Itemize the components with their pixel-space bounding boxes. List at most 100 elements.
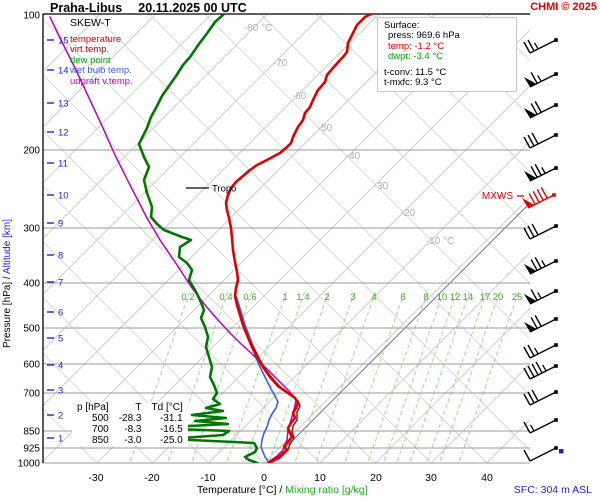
mixing-ratio-line xyxy=(426,291,487,463)
wind-barb-flag xyxy=(524,294,537,304)
altitude-tick-label: 12 xyxy=(58,128,69,139)
wind-barb-head-dot xyxy=(554,38,558,42)
wind-barb-head-dot xyxy=(552,193,556,197)
wind-barb-feather xyxy=(527,365,535,378)
wind-barb xyxy=(523,361,558,380)
pressure-tick-label: 300 xyxy=(23,224,40,235)
dry-adiabat-line xyxy=(43,18,488,463)
mixing-ratio-line xyxy=(458,291,519,463)
mixing-ratio-label: 1 xyxy=(282,292,287,303)
table-row: 700 -8.3 -16.5 xyxy=(72,424,188,435)
wind-barb-feather xyxy=(531,363,539,376)
dry-adiabat-line xyxy=(204,14,530,340)
wind-barb-feather xyxy=(527,344,535,357)
mixing-ratio-label: 6 xyxy=(400,292,405,303)
wind-barb-feather xyxy=(523,449,531,462)
wind-barb-feather xyxy=(523,227,531,240)
copyright-label: CHMI © 2025 xyxy=(530,1,597,13)
wind-barb-staff xyxy=(529,104,557,119)
dry-adiabat-line xyxy=(148,14,530,396)
wind-barb-head-dot xyxy=(554,289,558,293)
altitude-tick-label: 15 xyxy=(58,36,69,47)
wind-barb-flag xyxy=(524,322,537,332)
reference-diagonal-line xyxy=(269,202,530,463)
mixing-ratio-label: 3 xyxy=(350,292,355,303)
mixing-ratio-label: 0.2 xyxy=(181,292,194,303)
wind-barb-feather xyxy=(530,289,538,301)
isotherm-label: -80 °C xyxy=(244,23,272,34)
wind-barb-flag xyxy=(524,264,537,274)
isotherm-line xyxy=(263,196,530,463)
levels-table: p [hPa] T Td [°C] 500 -28.3 -31.1 700 -8.3 -16.… xyxy=(72,402,188,446)
surface-value: temp: -1.2 °C xyxy=(388,40,445,52)
wind-barb-half-feather xyxy=(537,75,542,82)
wind-barb-half-feather xyxy=(541,260,546,267)
y-axis-title: Pressure [hPa] / Altitude [km] xyxy=(2,219,13,348)
wind-barb-staff xyxy=(529,225,557,240)
table-header: T xyxy=(135,402,142,413)
x-axis-mixing-title: Mixing ratio [g/kg] xyxy=(285,484,368,496)
isotherm-line xyxy=(375,307,530,463)
y-axis-pressure-title: Pressure [hPa] xyxy=(2,281,13,348)
wind-barb-half-feather xyxy=(534,42,539,50)
surface-value: dwpt: -3.4 °C xyxy=(388,51,444,63)
altitude-tick-label: 11 xyxy=(58,159,68,170)
dry-adiabat-line xyxy=(43,241,265,463)
wind-barb-feather xyxy=(536,189,544,201)
wind-barb-staff xyxy=(529,391,557,406)
temperature-curve xyxy=(224,14,374,463)
pressure-tick-label: 600 xyxy=(23,360,40,371)
wind-barb-feather xyxy=(527,391,535,404)
table-header: p [hPa] xyxy=(77,402,109,413)
mxws-label: MXWS xyxy=(482,191,513,202)
curves-layer xyxy=(49,14,374,463)
isotherm-line xyxy=(319,251,530,463)
wind-barb xyxy=(523,132,558,149)
wind-barb-feather xyxy=(527,39,535,52)
x-axis-temperature-title: Temperature [°C] xyxy=(197,484,277,496)
legend-item-udpraft-v-temp-: udpraft v.temp. xyxy=(70,75,133,87)
wet-bulb-temperature-curve xyxy=(235,295,279,463)
wind-barb-half-feather xyxy=(529,424,535,432)
wind-barb-feather xyxy=(534,257,542,269)
isotherm-line xyxy=(152,84,530,463)
wind-barb xyxy=(523,389,558,406)
wind-barb-flag xyxy=(522,198,535,208)
wind-barb-staff xyxy=(529,344,557,359)
wind-barb-feather xyxy=(534,164,542,176)
mixing-ratio-label: 20 xyxy=(493,292,504,303)
wind-barb-feather xyxy=(534,315,542,327)
table-cell: 700 xyxy=(92,424,109,435)
wind-barb-flag xyxy=(524,108,537,118)
isotherm-label: -10 °C xyxy=(426,236,454,247)
isotherm-line xyxy=(43,14,435,407)
dry-adiabat-line xyxy=(43,296,209,463)
surface-heading: Surface: xyxy=(384,20,420,31)
wind-barb-feather xyxy=(523,421,531,434)
wind-barb-feather xyxy=(523,346,531,359)
temperature-tick-label: 20 xyxy=(370,472,382,484)
isotherm-line xyxy=(43,14,324,295)
isotherm-line xyxy=(43,14,380,351)
pressure-tick-label: 850 xyxy=(23,427,40,438)
temperature-tick-label: -30 xyxy=(88,472,103,484)
wind-barb-staff xyxy=(529,134,557,149)
table-cell: 500 xyxy=(92,413,109,424)
wind-barb-feather xyxy=(523,41,531,54)
y-axis-altitude-title: Altitude [km] xyxy=(2,219,13,275)
mixing-ratio-line xyxy=(409,291,470,463)
mixing-ratio-label: 1.4 xyxy=(296,292,309,303)
wind-barb-head-dot xyxy=(554,224,558,228)
wind-barb-flag xyxy=(524,171,537,181)
altitude-tick-label: 1 xyxy=(58,434,63,445)
station-elevation-label: SFC: 304 m ASL xyxy=(513,484,592,496)
wind-barb-staff xyxy=(529,447,557,462)
table-cell: -28.3 xyxy=(118,413,142,424)
x-axis-title: Temperature [°C] / Mixing ratio [g/kg] xyxy=(197,484,368,496)
wind-barb-feather xyxy=(531,389,539,402)
mixing-ratio-line xyxy=(383,291,444,463)
isotherm-label: -50 xyxy=(318,123,333,134)
isotherm-line xyxy=(43,14,213,184)
updraft-virtual-temperature-curve xyxy=(49,16,297,463)
temperature-tick-label: 30 xyxy=(425,472,437,484)
